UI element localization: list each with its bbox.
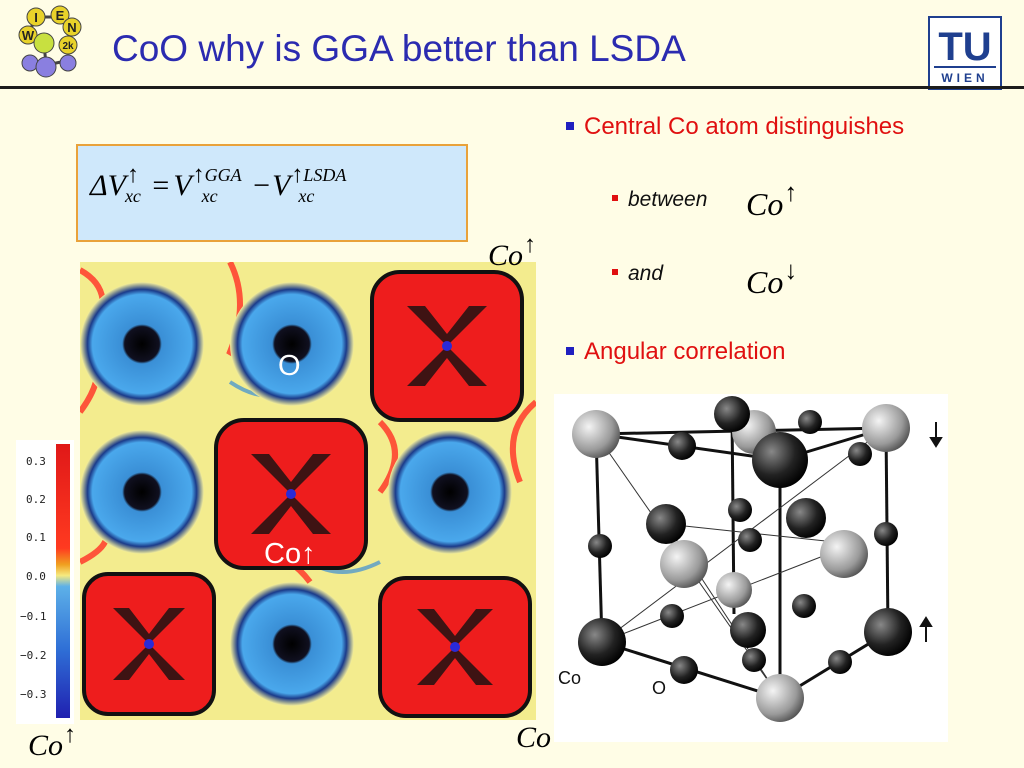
bullet-square-icon (566, 121, 574, 130)
colorbar-legend: 0.3 0.2 0.1 0.0 −0.1 −0.2 −0.3 (16, 440, 74, 724)
formula-box (76, 144, 468, 242)
bullet-central-co: Central Co atom distinguishes (566, 113, 904, 141)
contour-plot-image (80, 262, 536, 720)
svg-text:−0.3: −0.3 (20, 688, 47, 701)
svg-text:I: I (34, 10, 38, 25)
co-up-center-label: Co↑ (264, 538, 316, 570)
svg-text:0.2: 0.2 (26, 493, 46, 506)
svg-text:N: N (67, 20, 76, 35)
svg-text:−0.2: −0.2 (20, 649, 47, 662)
svg-text:−0.1: −0.1 (20, 610, 47, 623)
co-down-label: Co↓ (746, 256, 798, 301)
slide-title: CoO why is GGA better than LSDA (112, 28, 686, 69)
o-atom-label: O (278, 350, 301, 382)
bullet-square-icon (566, 346, 574, 355)
bullet-and: and (612, 262, 663, 286)
co-up-bottom-left-label: Co↑ (28, 722, 77, 763)
svg-text:WIEN: WIEN (941, 71, 988, 85)
bullet-square-icon (612, 269, 618, 276)
svg-text:0.1: 0.1 (26, 531, 46, 544)
svg-text:0.0: 0.0 (26, 570, 46, 583)
wien2k-logo-icon: I E W N 2k (18, 5, 82, 78)
title-divider (0, 86, 1024, 89)
bullet-square-icon (612, 195, 618, 202)
svg-text:E: E (56, 8, 65, 23)
svg-text:Co: Co (558, 668, 581, 688)
svg-text:0.3: 0.3 (26, 455, 46, 468)
bullet-angular-correlation: Angular correlation (566, 338, 785, 366)
crystal-structure-image: Co O (554, 394, 948, 742)
bullet-between: between (612, 188, 707, 212)
svg-text:TU: TU (938, 25, 991, 69)
svg-text:2k: 2k (62, 41, 74, 52)
spin-down-arrow-icon (929, 422, 943, 448)
delta-vxc-formula: ΔV↑xc = V↑GGAxc −V↑LSDAxc (90, 162, 347, 207)
co-up-label: Co↑ (746, 178, 798, 223)
svg-text:O: O (652, 678, 666, 698)
svg-text:W: W (22, 28, 35, 43)
spin-up-arrow-icon (919, 616, 933, 642)
co-up-corner-label: Co↑ (488, 232, 537, 273)
tu-wien-logo-icon: TU WIEN (928, 16, 1002, 90)
